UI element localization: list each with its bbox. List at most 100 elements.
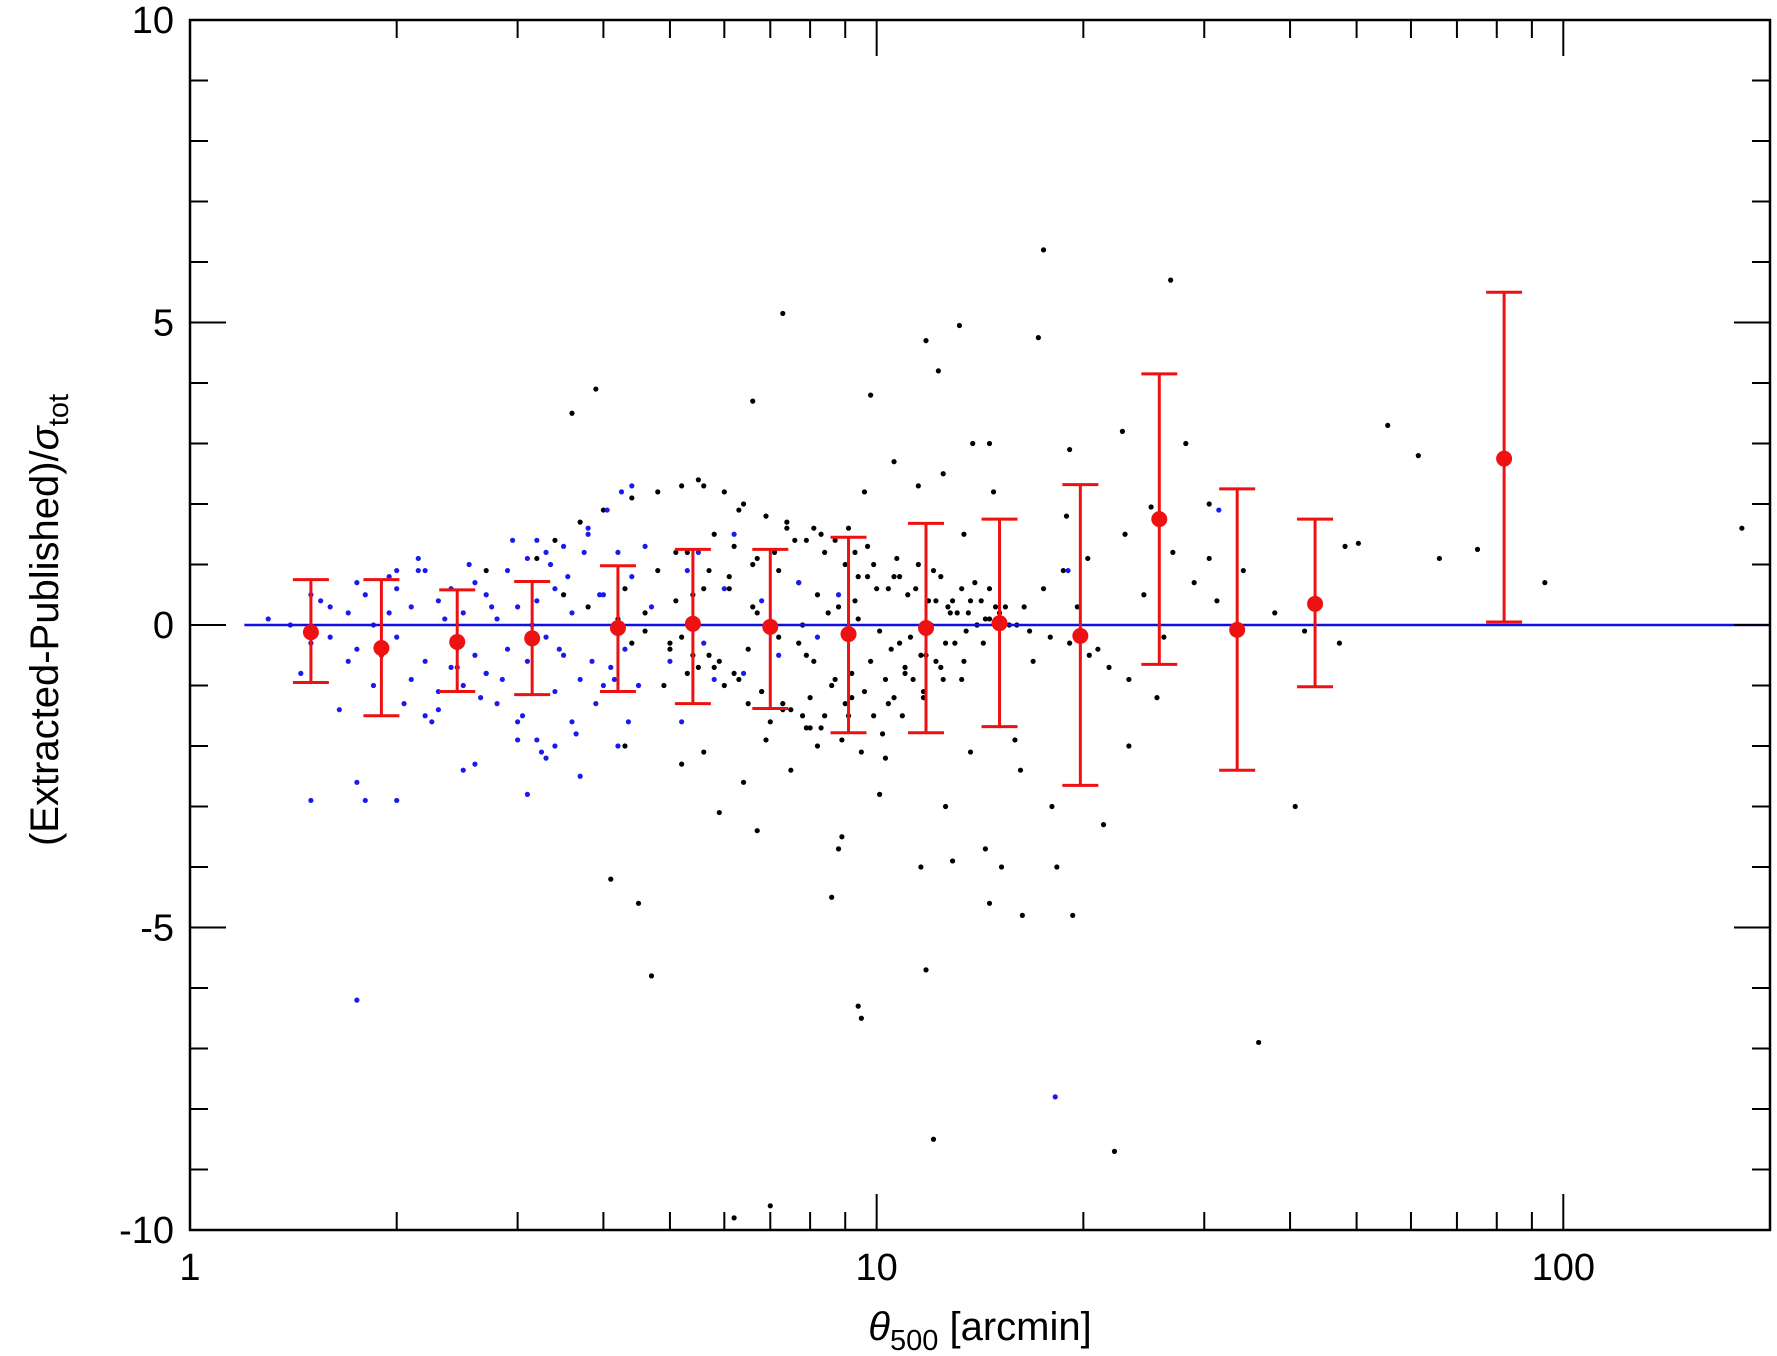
blue-data-point [483, 592, 489, 598]
black-data-point [990, 489, 997, 495]
black-data-point [839, 737, 845, 743]
blue-data-point [362, 797, 368, 804]
black-data-point [731, 670, 737, 677]
black-data-point [942, 640, 949, 646]
blue-data-point [408, 676, 414, 683]
black-data-point [807, 725, 813, 731]
black-data-point [864, 574, 871, 580]
blue-data-point [515, 737, 521, 743]
blue-data-point [460, 610, 466, 616]
binned-mean-point [449, 633, 466, 650]
black-data-point [1170, 549, 1176, 556]
blue-data-point [308, 797, 314, 804]
black-data-point [1161, 634, 1167, 640]
blue-data-point [354, 997, 360, 1003]
blue-data-point [415, 567, 421, 574]
black-data-point [858, 1015, 864, 1021]
black-data-point [788, 707, 794, 713]
black-data-point [959, 586, 965, 592]
black-data-point [1100, 822, 1107, 828]
black-data-point [915, 483, 921, 489]
y-tick-labels: -10 -5 0 5 10 [119, 0, 174, 1252]
blue-data-point [604, 507, 610, 513]
blue-data-point [489, 604, 495, 610]
black-data-point [818, 725, 824, 731]
black-data-point [780, 310, 786, 317]
black-data-point [822, 549, 828, 556]
black-data-point [868, 392, 874, 398]
blue-data-point [422, 658, 428, 664]
black-data-point [1542, 580, 1548, 586]
black-data-point [910, 676, 916, 683]
blue-data-point [573, 731, 579, 737]
black-data-point [861, 688, 868, 695]
blue-data-point [577, 676, 583, 683]
black-data-point [750, 561, 756, 568]
black-data-point [832, 676, 838, 683]
black-data-point [891, 695, 897, 701]
blue-data-point [684, 567, 690, 574]
black-data-point [1191, 580, 1197, 586]
black-data-point [947, 610, 953, 616]
black-data-point [1074, 604, 1080, 610]
black-data-point [891, 459, 897, 465]
blue-data-point [835, 592, 842, 598]
black-data-point [905, 592, 911, 598]
blue-data-point [560, 543, 567, 549]
blue-data-point [494, 616, 500, 622]
black-data-point [673, 598, 679, 604]
black-data-point [661, 682, 667, 689]
black-data-point [965, 610, 971, 616]
black-data-point [1206, 501, 1212, 507]
black-data-point [918, 864, 924, 870]
blue-data-point [648, 604, 655, 610]
black-data-point [879, 731, 886, 737]
black-data-point [935, 368, 941, 374]
axis-ticks [189, 19, 1771, 1231]
black-data-point [842, 701, 848, 707]
black-data-point [818, 531, 824, 537]
black-data-point [829, 894, 835, 900]
black-data-point [771, 549, 778, 556]
black-data-point [845, 525, 852, 531]
blue-data-point [556, 646, 562, 652]
black-data-point [701, 749, 707, 755]
blue-data-point [814, 634, 821, 640]
blue-data-point [701, 640, 707, 646]
black-data-point [534, 555, 540, 562]
black-data-point [930, 567, 937, 574]
blue-data-point [494, 701, 500, 707]
blue-data-point [345, 658, 351, 664]
blue-data-point [796, 580, 802, 586]
black-data-point [788, 767, 794, 773]
binned-error-bars [292, 290, 1523, 787]
black-data-point [745, 646, 751, 652]
blue-data-point [499, 676, 505, 683]
blue-data-point [543, 755, 549, 761]
blue-data-point [622, 646, 628, 652]
black-data-point [992, 604, 999, 610]
black-data-point [1126, 676, 1132, 683]
blue-data-point [711, 676, 717, 683]
blue-data-point [1052, 1094, 1058, 1100]
black-data-point [855, 1003, 861, 1009]
black-data-point [740, 501, 747, 507]
black-data-point [577, 519, 583, 525]
black-data-point [648, 973, 655, 979]
black-data-point [849, 695, 855, 701]
blue-data-point [615, 549, 621, 556]
black-data-point [1154, 695, 1160, 701]
black-data-point [706, 652, 712, 658]
black-data-point [642, 628, 648, 634]
black-data-point [902, 670, 908, 677]
black-data-point [1060, 567, 1066, 574]
blue-data-point [394, 634, 400, 640]
black-data-point [1214, 598, 1220, 604]
black-data-point [1030, 658, 1036, 664]
binned-mean-points [302, 450, 1513, 656]
black-data-point [933, 598, 939, 604]
black-data-point [1415, 453, 1421, 459]
black-data-point [701, 586, 707, 592]
black-data-point [982, 846, 988, 852]
black-data-point [963, 628, 969, 634]
